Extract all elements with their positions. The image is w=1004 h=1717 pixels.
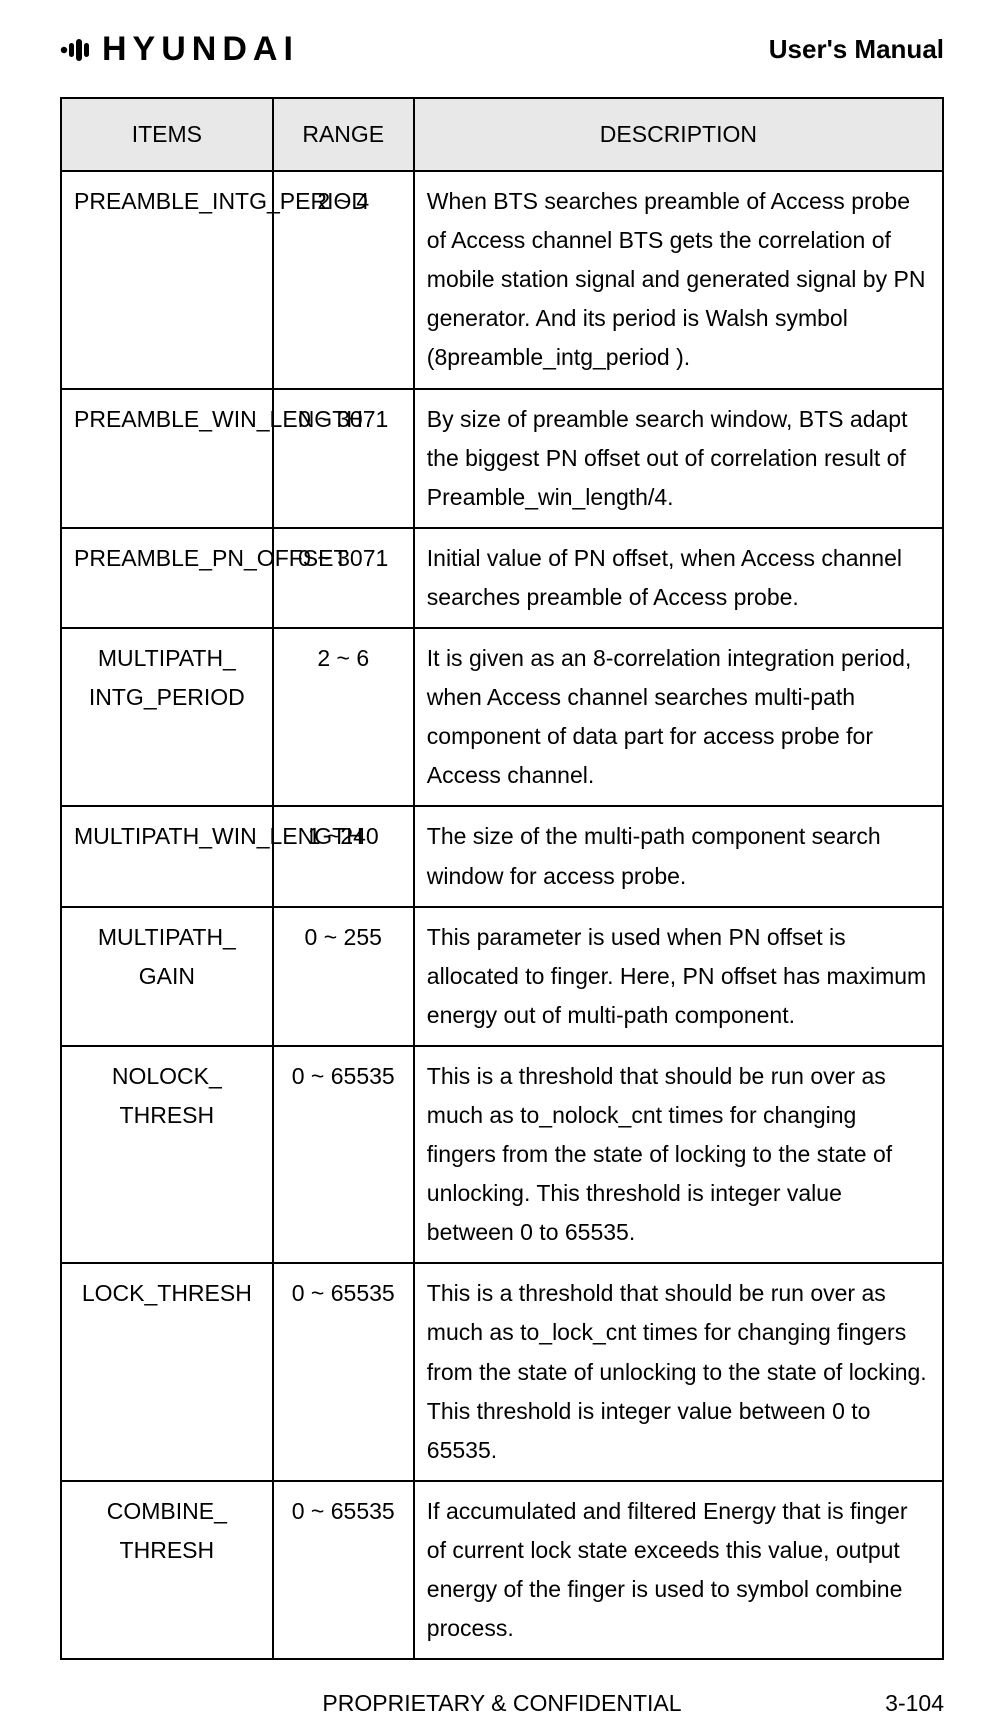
table-row: COMBINE_ THRESH 0 ~ 65535 If accumulated… [61, 1481, 943, 1659]
table-row: PREAMBLE_INTG_PERIOD 2 ~ 4 When BTS sear… [61, 171, 943, 388]
cell-description: By size of preamble search window, BTS a… [414, 389, 943, 528]
cell-items: MULTIPATH_WIN_LENGTH [61, 806, 273, 906]
cell-description: Initial value of PN offset, when Access … [414, 528, 943, 628]
page: HYUNDAI User's Manual ITEMS RANGE DESCRI… [0, 0, 1004, 1558]
cell-description: When BTS searches preamble of Access pro… [414, 171, 943, 388]
table-row: MULTIPATH_ INTG_PERIOD 2 ~ 6 It is given… [61, 628, 943, 806]
col-header-items: ITEMS [61, 98, 273, 171]
cell-range: 0 ~ 65535 [273, 1263, 414, 1480]
cell-items: PREAMBLE_WIN_LENGTH [61, 389, 273, 528]
cell-description: The size of the multi-path component sea… [414, 806, 943, 906]
col-header-description: DESCRIPTION [414, 98, 943, 171]
manual-title: User's Manual [769, 34, 944, 65]
page-footer: 3-104 PROPRIETARY & CONFIDENTIAL 3-104 [60, 1660, 944, 1717]
cell-description: It is given as an 8-correlation integrat… [414, 628, 943, 806]
table-row: MULTIPATH_ GAIN 0 ~ 255 This parameter i… [61, 907, 943, 1046]
brand-text: HYUNDAI [102, 30, 299, 69]
cell-range: 0 ~ 65535 [273, 1481, 414, 1659]
page-header: HYUNDAI User's Manual [60, 30, 944, 69]
footer-center: PROPRIETARY & CONFIDENTIAL [322, 1690, 681, 1717]
table-row: MULTIPATH_WIN_LENGTH 1 ~240 The size of … [61, 806, 943, 906]
cell-description: If accumulated and filtered Energy that … [414, 1481, 943, 1659]
cell-items: COMBINE_ THRESH [61, 1481, 273, 1659]
cell-items: PREAMBLE_INTG_PERIOD [61, 171, 273, 388]
cell-items: MULTIPATH_ GAIN [61, 907, 273, 1046]
table-header-row: ITEMS RANGE DESCRIPTION [61, 98, 943, 171]
table-row: LOCK_THRESH 0 ~ 65535 This is a threshol… [61, 1263, 943, 1480]
spec-table: ITEMS RANGE DESCRIPTION PREAMBLE_INTG_PE… [60, 97, 944, 1660]
cell-range: 2 ~ 6 [273, 628, 414, 806]
cell-items: NOLOCK_ THRESH [61, 1046, 273, 1263]
cell-range: 0 ~ 3071 [273, 528, 414, 628]
cell-range: 0 ~ 255 [273, 907, 414, 1046]
cell-range: 0 ~ 65535 [273, 1046, 414, 1263]
cell-range: 1 ~240 [273, 806, 414, 906]
table-row: PREAMBLE_WIN_LENGTH 0 ~ 3071 By size of … [61, 389, 943, 528]
brand-mark-icon [60, 35, 96, 65]
cell-description: This parameter is used when PN offset is… [414, 907, 943, 1046]
col-header-range: RANGE [273, 98, 414, 171]
cell-description: This is a threshold that should be run o… [414, 1046, 943, 1263]
table-row: PREAMBLE_PN_OFFSET 0 ~ 3071 Initial valu… [61, 528, 943, 628]
footer-page-number: 3-104 [885, 1690, 944, 1717]
cell-description: This is a threshold that should be run o… [414, 1263, 943, 1480]
table-row: NOLOCK_ THRESH 0 ~ 65535 This is a thres… [61, 1046, 943, 1263]
cell-items: MULTIPATH_ INTG_PERIOD [61, 628, 273, 806]
brand-logo: HYUNDAI [60, 30, 299, 69]
cell-items: PREAMBLE_PN_OFFSET [61, 528, 273, 628]
cell-items: LOCK_THRESH [61, 1263, 273, 1480]
